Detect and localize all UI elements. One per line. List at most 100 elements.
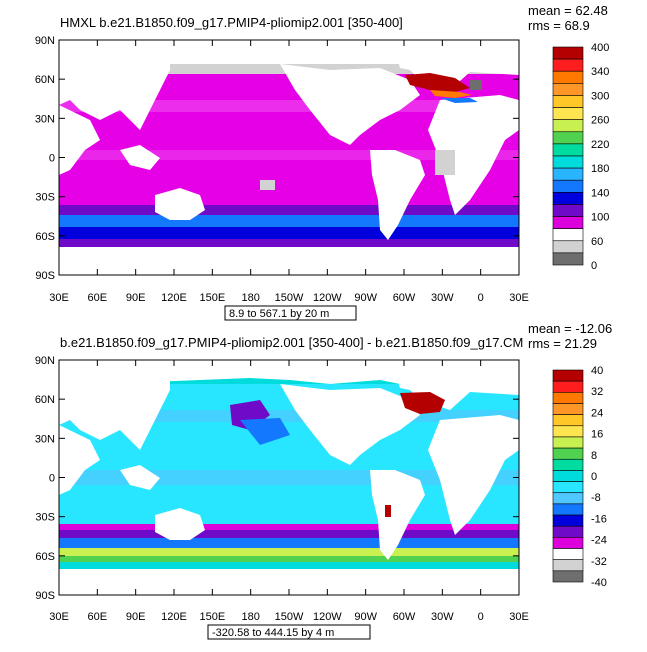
colorbar-label: 40 (591, 365, 603, 377)
panel-1-colorbar: 400 340 300 260 220 180 140 100 60 0 (552, 42, 609, 272)
colorbar-label: 140 (591, 187, 609, 199)
lon-tick-label: 30E (49, 292, 69, 304)
panel-2: b.e21.B1850.f09_g17.PMIP4-pliomip2.001 [… (35, 321, 612, 640)
panel-2-mean: mean = -12.06 (528, 321, 612, 336)
panel-2-range-box: -320.58 to 444.15 by 4 m (207, 624, 371, 640)
colorbar-swatch (552, 192, 584, 205)
colorbar-swatch (552, 537, 584, 549)
colorbar-swatch (552, 525, 584, 538)
colorbar-label: 340 (591, 66, 609, 78)
lon-tick-label: 150W (275, 292, 304, 304)
colorbar-label: 8 (591, 450, 597, 462)
lon-tick-label: 90E (126, 292, 146, 304)
panel-2-range-text: -320.58 to 444.15 by 4 m (212, 627, 334, 639)
colorbar-swatch (552, 204, 584, 217)
colorbar-swatch (552, 216, 584, 229)
panel-2-rms: rms = 21.29 (528, 336, 597, 351)
colorbar-swatch (552, 252, 584, 266)
lat-tick-label: 30N (35, 113, 55, 125)
colorbar-label: 260 (591, 115, 609, 127)
colorbar-swatch (552, 570, 584, 583)
lon-tick-label: 120W (313, 611, 342, 623)
colorbar-swatch (552, 470, 584, 482)
colorbar-swatch (552, 143, 584, 157)
lon-tick-label: 150E (199, 611, 225, 623)
colorbar-swatch (552, 95, 584, 108)
colorbar-swatch (552, 548, 584, 560)
colorbar-label: 60 (591, 236, 603, 248)
colorbar-label: -16 (591, 513, 607, 525)
colorbar-swatch (552, 228, 584, 242)
colorbar-swatch (552, 492, 584, 505)
colorbar-label: -24 (591, 535, 607, 547)
lat-tick-label: 30S (35, 192, 55, 204)
panel-1-range-text: 8.9 to 567.1 by 20 m (229, 308, 329, 320)
lon-tick-label: 180 (241, 292, 259, 304)
lat-tick-label: 60N (35, 74, 55, 86)
lon-tick-label: 60E (88, 292, 108, 304)
colorbar-swatch (552, 559, 584, 572)
lon-tick-label: 180 (241, 611, 259, 623)
panel-2-colorbar: 40 32 24 16 8 0 -8 -16 -24 -32 -40 (552, 365, 607, 589)
panel-1-map (58, 39, 520, 276)
lon-tick-label: 30E (509, 611, 529, 623)
lat-tick-label: 90S (35, 270, 55, 282)
colorbar-swatch (552, 240, 584, 254)
colorbar-swatch (552, 119, 584, 133)
panel-1-rms: rms = 68.9 (528, 18, 590, 33)
lon-tick-label: 150W (275, 611, 304, 623)
lat-tick-label: 60N (35, 394, 55, 406)
lon-tick-label: 60E (88, 611, 108, 623)
lon-tick-label: 60W (393, 292, 416, 304)
colorbar-label: 0 (591, 260, 597, 272)
colorbar-swatch (552, 458, 584, 471)
colorbar-swatch (552, 392, 584, 404)
lat-tick-label: 30N (35, 433, 55, 445)
colorbar-swatch (552, 131, 584, 145)
colorbar-swatch (552, 369, 584, 382)
lon-tick-label: 30W (431, 611, 454, 623)
lon-tick-label: 30W (431, 292, 454, 304)
colorbar-label: 32 (591, 386, 603, 398)
lon-tick-label: 90E (126, 611, 146, 623)
colorbar-label: 100 (591, 212, 609, 224)
lat-tick-label: 60S (35, 231, 55, 243)
lon-tick-label: 0 (478, 611, 484, 623)
colorbar-label: 24 (591, 407, 603, 419)
panel-1: HMXL b.e21.B1850.f09_g17.PMIP4-pliomip2.… (35, 3, 609, 321)
lon-tick-label: 150E (199, 292, 225, 304)
colorbar-swatch (552, 167, 584, 181)
colorbar-label: 220 (591, 139, 609, 151)
panel-2-lat-axis: 90N 60N 30N 0 30S 60S 90S (35, 355, 519, 602)
lon-tick-label: 30E (509, 292, 529, 304)
colorbar-swatch (552, 403, 584, 415)
panel-1-lat-axis: 90N 60N 30N 0 30S 60S 90S (35, 35, 519, 282)
lon-tick-label: 120E (161, 292, 187, 304)
colorbar-label: 300 (591, 90, 609, 102)
lon-tick-label: 60W (393, 611, 416, 623)
colorbar-label: -8 (591, 492, 601, 504)
panel-2-title: b.e21.B1850.f09_g17.PMIP4-pliomip2.001 [… (60, 335, 523, 350)
panel-1-range-box: 8.9 to 567.1 by 20 m (224, 305, 357, 321)
colorbar-swatch (552, 414, 584, 427)
lat-tick-label: 30S (35, 512, 55, 524)
colorbar-swatch (552, 107, 584, 120)
colorbar-swatch (552, 503, 584, 516)
lon-tick-label: 90W (354, 611, 377, 623)
colorbar-label: -40 (591, 577, 607, 589)
colorbar-swatch (552, 447, 584, 460)
colorbar-swatch (552, 380, 584, 393)
colorbar-label: 16 (591, 429, 603, 441)
panel-2-lon-axis: 30E 60E 90E 120E 150E 180 150W 120W 90W 60W 30W 0 30… (49, 360, 529, 623)
colorbar-swatch (552, 179, 584, 193)
panel-2-map (58, 359, 520, 596)
colorbar-swatch (552, 155, 584, 169)
panel-1-mean: mean = 62.48 (528, 3, 608, 18)
colorbar-swatch (552, 481, 584, 494)
colorbar-label: 0 (591, 471, 597, 483)
panel-1-title: HMXL b.e21.B1850.f09_g17.PMIP4-pliomip2.… (60, 15, 403, 30)
lon-tick-label: 0 (478, 292, 484, 304)
colorbar-label: 400 (591, 42, 609, 54)
colorbar-label: 180 (591, 163, 609, 175)
